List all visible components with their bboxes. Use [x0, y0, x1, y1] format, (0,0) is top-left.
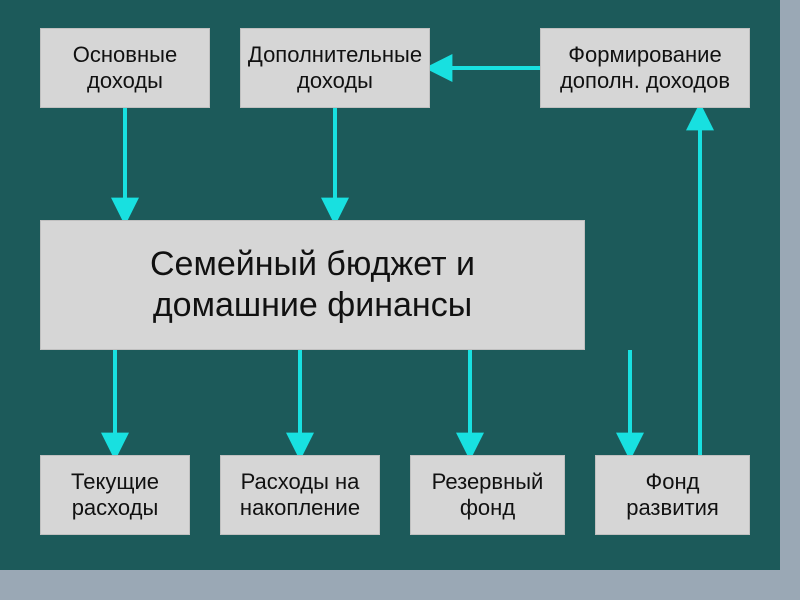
diagram-canvas: Основные доходы Дополнительные доходы Форм… — [0, 0, 780, 570]
node-n4: Семейный бюджет и домашние финансы — [40, 220, 585, 350]
node-n6: Расходы на накопление — [220, 455, 380, 535]
node-n5: Текущие расходы — [40, 455, 190, 535]
node-n1: Основные доходы — [40, 28, 210, 108]
node-n3: Формирование дополн. доходов — [540, 28, 750, 108]
node-n7: Резервный фонд — [410, 455, 565, 535]
node-n2: Дополнительные доходы — [240, 28, 430, 108]
node-n8: Фонд развития — [595, 455, 750, 535]
